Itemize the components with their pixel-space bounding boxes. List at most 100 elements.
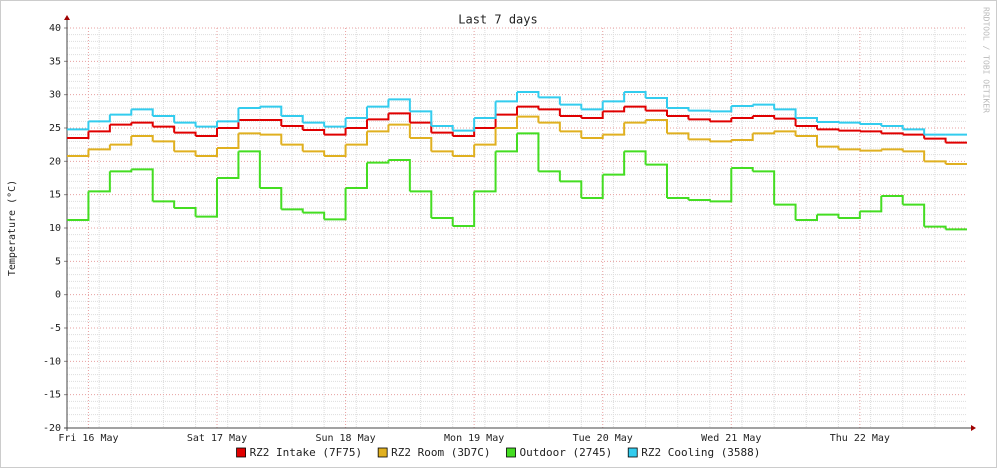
step-segment: [88, 171, 111, 193]
step-segment: [131, 168, 154, 202]
x-tick-label: Sun 18 May: [315, 433, 375, 444]
step-segment: [624, 120, 647, 124]
step-segment: [581, 111, 604, 119]
y-tick-label: -15: [43, 390, 61, 401]
step-segment: [174, 207, 197, 217]
step-segment: [88, 124, 111, 133]
grid: [67, 27, 967, 429]
step-segment: [774, 130, 797, 136]
step-segment: [388, 123, 411, 138]
step-segment: [259, 133, 283, 145]
step-segment: [88, 144, 111, 151]
y-tick-label: -10: [43, 356, 61, 367]
step-segment: [881, 148, 904, 152]
step-segment: [152, 115, 176, 123]
step-segment: [902, 203, 926, 227]
step-segment: [302, 129, 326, 135]
step-segment: [281, 143, 304, 152]
y-tick-label: 15: [49, 190, 61, 201]
step-segment: [838, 121, 861, 124]
legend-text: Outdoor (2745): [520, 446, 613, 459]
step-segment: [602, 122, 626, 136]
step-segment: [731, 133, 754, 141]
step-segment: [431, 125, 454, 131]
step-segment: [667, 115, 690, 120]
step-segment: [452, 118, 476, 132]
step-segment: [688, 118, 711, 122]
step-segment: [217, 151, 240, 179]
step-segment: [281, 115, 304, 123]
step-segment: [902, 128, 926, 135]
x-tick-label: Thu 22 May: [830, 433, 890, 444]
legend: RZ2 Intake (7F75) RZ2 Room (3D7C) Outdoor …: [236, 446, 760, 459]
step-segment: [131, 108, 154, 116]
step-segment: [195, 178, 218, 218]
step-segment: [538, 121, 561, 132]
step-segment: [324, 188, 347, 221]
y-tick-label: 40: [49, 23, 61, 34]
step-segment: [409, 190, 433, 218]
step-segment: [281, 125, 304, 130]
step-segment: [752, 170, 776, 205]
step-segment: [731, 116, 754, 119]
step-segment: [688, 199, 711, 202]
watermark: RRDTOOL / TOBI OETIKER: [982, 7, 991, 113]
step-segment: [517, 115, 540, 123]
chart-title: Last 7 days: [458, 13, 537, 27]
step-segment: [538, 170, 561, 182]
legend-swatch: [506, 447, 516, 458]
step-segment: [838, 148, 861, 151]
step-segment: [517, 91, 540, 98]
step-segment: [217, 108, 240, 123]
legend-text: RZ2 Room (3D7C): [391, 446, 490, 459]
step-segment: [602, 151, 626, 176]
step-segment: [409, 110, 433, 126]
step-segment: [345, 106, 368, 119]
legend-swatch: [377, 447, 388, 458]
step-segment: [367, 99, 390, 108]
series: [67, 115, 967, 165]
x-tick-label: Wed 21 May: [701, 433, 761, 444]
step-segment: [174, 121, 197, 127]
x-tick-label: Fri 16 May: [58, 433, 118, 444]
step-segment: [688, 109, 711, 112]
y-tick-label: 10: [49, 223, 61, 234]
step-segment: [774, 108, 797, 118]
step-segment: [388, 98, 411, 112]
step-segment: [559, 180, 583, 198]
x-tick-label: Tue 20 May: [573, 433, 633, 444]
step-segment: [302, 150, 326, 156]
step-segment: [174, 150, 197, 156]
step-segment: [924, 160, 947, 164]
step-segment: [259, 119, 283, 126]
series: [67, 91, 967, 136]
step-segment: [109, 136, 133, 146]
step-segment: [624, 150, 647, 165]
legend-swatch: [627, 447, 638, 458]
step-segment: [752, 103, 776, 110]
step-segment: [152, 200, 176, 208]
y-tick-label: -5: [49, 323, 61, 334]
series: [67, 105, 967, 144]
legend-text: RZ2 Cooling (3588): [641, 446, 760, 459]
step-segment: [431, 217, 454, 226]
step-segment: [131, 121, 154, 127]
step-segment: [881, 132, 904, 135]
step-segment: [817, 121, 840, 123]
step-segment: [259, 187, 283, 210]
step-segment: [602, 106, 626, 113]
step-segment: [795, 125, 818, 130]
step-segment: [645, 109, 668, 116]
step-segment: [795, 117, 818, 122]
step-segment: [881, 195, 904, 205]
step-segment: [324, 128, 347, 136]
step-segment: [838, 129, 861, 132]
step-segment: [195, 148, 218, 157]
series: [67, 132, 967, 231]
step-segment: [731, 167, 754, 172]
step-segment: [624, 91, 647, 98]
step-segment: [774, 203, 797, 220]
step-segment: [324, 144, 347, 157]
step-segment: [774, 117, 797, 126]
